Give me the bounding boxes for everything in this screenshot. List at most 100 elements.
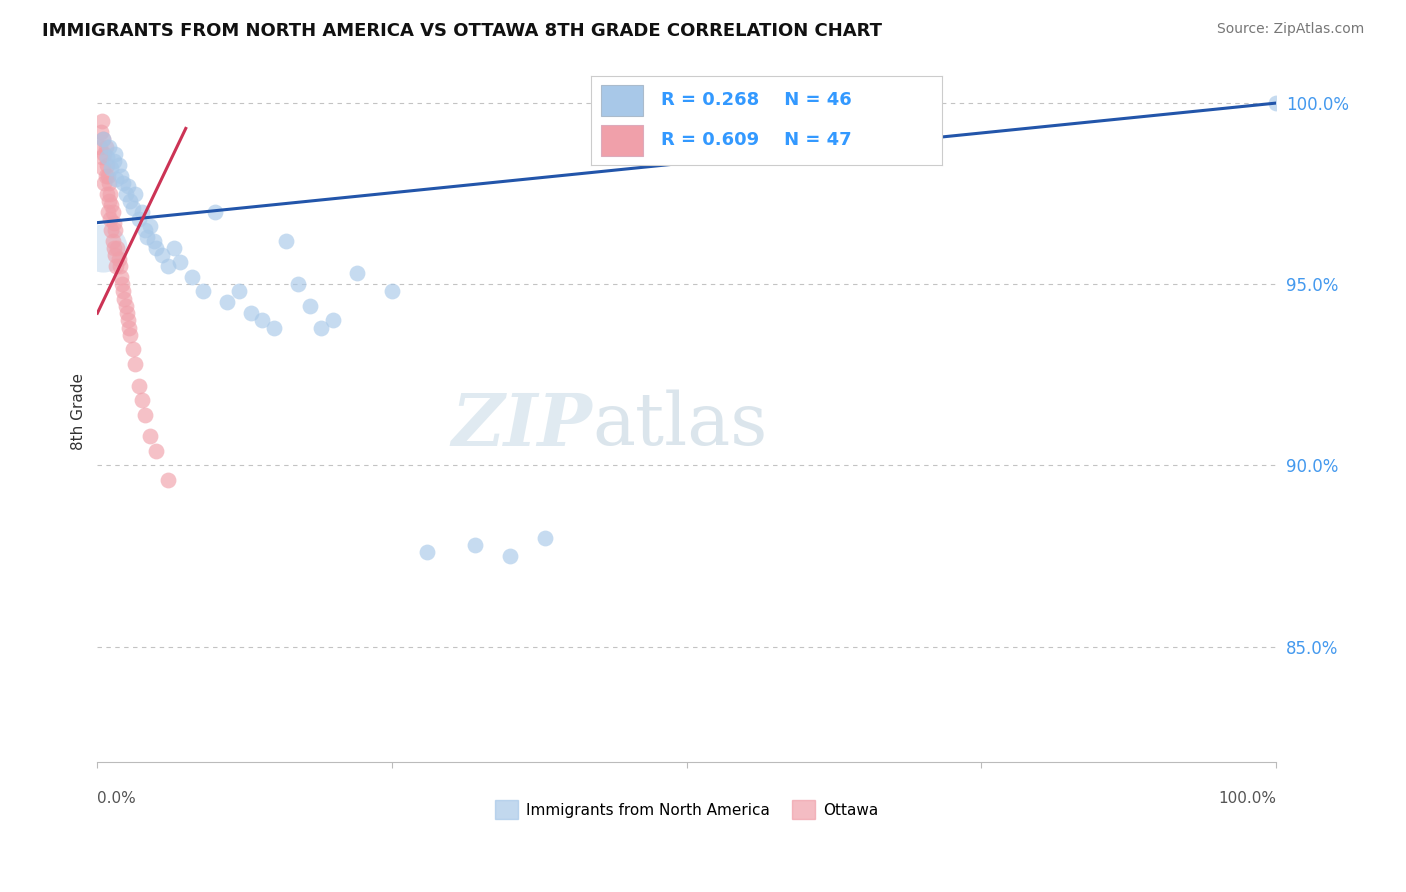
Point xyxy=(98,186,121,201)
Point xyxy=(114,299,136,313)
Point xyxy=(94,169,117,183)
Point xyxy=(416,545,439,559)
Point xyxy=(139,219,162,234)
Point xyxy=(274,234,297,248)
Point xyxy=(101,234,124,248)
Bar xyxy=(602,125,643,156)
Point xyxy=(91,150,114,164)
Point xyxy=(112,285,135,299)
Point xyxy=(180,270,202,285)
Point xyxy=(98,139,121,153)
Point xyxy=(114,186,136,201)
Point xyxy=(150,248,173,262)
Point xyxy=(128,378,150,392)
Point xyxy=(112,176,135,190)
Text: ZIP: ZIP xyxy=(451,390,592,460)
Point xyxy=(98,194,121,208)
Point xyxy=(110,270,132,285)
Point xyxy=(105,259,128,273)
Point xyxy=(381,285,404,299)
Point xyxy=(114,292,136,306)
Legend: Immigrants from North America, Ottawa: Immigrants from North America, Ottawa xyxy=(489,794,884,825)
Point xyxy=(107,252,129,266)
Point xyxy=(98,212,121,227)
Point xyxy=(91,114,114,128)
Point xyxy=(121,201,143,215)
Point xyxy=(100,161,122,176)
Point xyxy=(169,255,191,269)
Point xyxy=(100,223,122,237)
Point xyxy=(110,169,132,183)
Point xyxy=(91,132,114,146)
Point xyxy=(96,158,118,172)
Point xyxy=(157,473,180,487)
Point xyxy=(101,204,124,219)
Point xyxy=(93,176,115,190)
Point xyxy=(128,212,150,227)
Point xyxy=(97,169,120,183)
Point xyxy=(91,241,114,255)
Point xyxy=(134,408,156,422)
Text: 0.0%: 0.0% xyxy=(97,791,136,806)
Text: 100.0%: 100.0% xyxy=(1218,791,1277,806)
Point xyxy=(134,223,156,237)
Point xyxy=(163,241,186,255)
Point xyxy=(287,277,309,292)
Point xyxy=(115,306,138,320)
Point xyxy=(93,146,115,161)
Point xyxy=(118,320,141,334)
Point xyxy=(117,313,139,327)
Point xyxy=(103,241,125,255)
Point xyxy=(193,285,215,299)
Point xyxy=(103,216,125,230)
Point xyxy=(91,132,114,146)
Point xyxy=(534,531,557,545)
Point xyxy=(100,197,122,211)
Point xyxy=(145,241,167,255)
Point xyxy=(131,393,153,408)
Point xyxy=(215,295,238,310)
Point xyxy=(96,150,118,164)
Text: Source: ZipAtlas.com: Source: ZipAtlas.com xyxy=(1216,22,1364,37)
Point xyxy=(104,248,127,262)
Point xyxy=(96,186,118,201)
Point xyxy=(105,172,128,186)
Point xyxy=(142,234,165,248)
Point xyxy=(464,538,486,552)
Point xyxy=(263,320,285,334)
Point xyxy=(204,204,226,219)
Point xyxy=(90,125,112,139)
Point xyxy=(139,429,162,443)
Point xyxy=(252,313,274,327)
Point xyxy=(89,139,111,153)
Point xyxy=(124,186,146,201)
Point xyxy=(135,230,157,244)
Point xyxy=(298,299,321,313)
Point xyxy=(131,204,153,219)
Point xyxy=(98,176,121,190)
Point xyxy=(120,327,142,342)
Point xyxy=(157,259,180,273)
Point xyxy=(91,161,114,176)
Point xyxy=(117,179,139,194)
Point xyxy=(121,343,143,357)
Point xyxy=(105,241,128,255)
Point xyxy=(104,223,127,237)
Point xyxy=(322,313,344,327)
Point xyxy=(107,158,129,172)
Point xyxy=(108,259,131,273)
Point xyxy=(104,146,127,161)
Point xyxy=(499,549,522,563)
Point xyxy=(111,277,134,292)
Text: atlas: atlas xyxy=(592,390,768,460)
Point xyxy=(1265,96,1288,111)
Bar xyxy=(602,85,643,116)
Point xyxy=(311,320,333,334)
Point xyxy=(239,306,262,320)
Text: R = 0.609    N = 47: R = 0.609 N = 47 xyxy=(661,131,852,149)
Point xyxy=(346,266,368,280)
Point xyxy=(120,194,142,208)
Text: R = 0.268    N = 46: R = 0.268 N = 46 xyxy=(661,91,852,109)
Point xyxy=(124,357,146,371)
Y-axis label: 8th Grade: 8th Grade xyxy=(72,373,86,450)
